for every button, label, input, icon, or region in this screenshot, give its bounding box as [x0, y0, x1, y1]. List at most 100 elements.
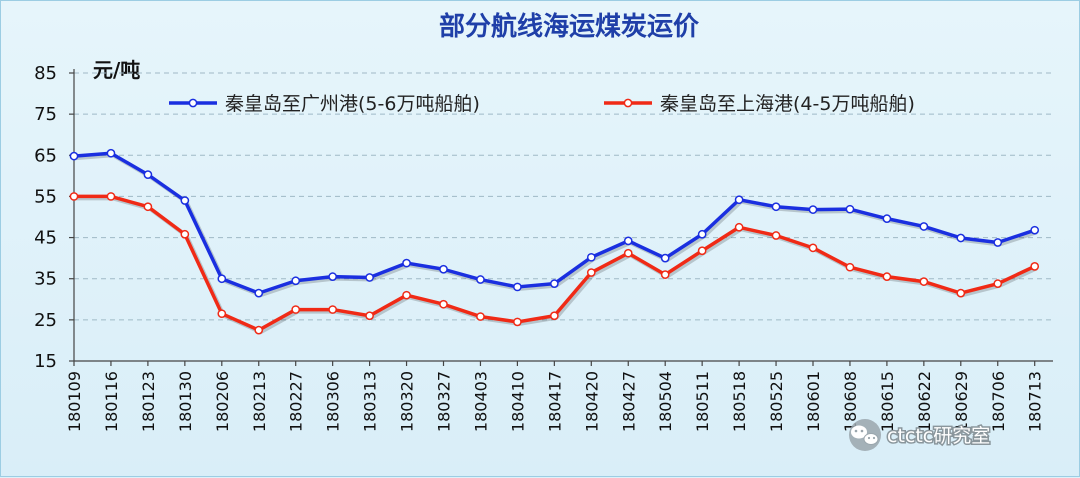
x-tick-label: 180227 — [287, 371, 306, 432]
y-tick-label: 85 — [34, 63, 57, 84]
data-point — [513, 317, 522, 327]
watermark-text: ctctc研究室 — [887, 425, 990, 447]
x-tick-label: 180601 — [804, 371, 823, 432]
chart-title: 部分航线海运煤炭运价 — [439, 11, 700, 42]
data-point — [993, 238, 1003, 247]
wechat-icon — [849, 419, 881, 451]
data-point — [697, 229, 707, 239]
data-point — [69, 192, 79, 201]
data-point — [1030, 225, 1040, 235]
x-tick-label: 180622 — [915, 371, 934, 432]
data-point — [402, 290, 411, 300]
y-tick-label: 25 — [34, 310, 57, 331]
series-lines — [69, 148, 1040, 335]
data-point — [217, 274, 227, 284]
data-point — [697, 246, 707, 256]
data-point — [660, 270, 670, 279]
x-tick-label: 180320 — [398, 371, 417, 432]
y-tick-label: 65 — [34, 145, 57, 166]
data-point — [476, 312, 485, 321]
data-point — [993, 279, 1003, 289]
watermark: ctctc研究室 — [849, 419, 992, 451]
data-point — [734, 195, 744, 205]
x-tick-label: 180109 — [65, 371, 84, 432]
x-tick-label: 180615 — [878, 371, 897, 432]
x-tick-label: 180206 — [213, 371, 232, 432]
legend: 秦皇岛至广州港(5-6万吨船舶) 秦皇岛至上海港(4-5万吨船舶) — [169, 93, 915, 115]
data-point — [365, 311, 374, 321]
legend-swatch-marker — [623, 98, 633, 108]
data-point — [106, 148, 116, 158]
data-point — [623, 248, 633, 258]
x-tick-label: 180511 — [693, 371, 712, 432]
series-line-1 — [73, 151, 1036, 295]
legend-item-1: 秦皇岛至广州港(5-6万吨船舶) — [169, 93, 480, 115]
y-axis-unit-label: 元/吨 — [93, 58, 140, 82]
data-point — [328, 305, 337, 314]
x-tick-label: 180123 — [139, 371, 158, 432]
data-point — [328, 272, 337, 282]
data-point — [476, 275, 485, 284]
legend-swatch-marker — [188, 98, 198, 108]
data-point — [550, 311, 559, 321]
data-point — [586, 252, 596, 262]
data-point — [808, 205, 818, 214]
x-tick-label: 180420 — [582, 371, 601, 432]
y-tick-label: 15 — [34, 351, 57, 372]
x-tick-label: 180116 — [102, 371, 121, 432]
y-tick-label: 45 — [34, 228, 57, 249]
legend-label: 秦皇岛至上海港(4-5万吨船舶) — [660, 93, 915, 115]
data-point — [882, 214, 892, 223]
x-tick-label: 180706 — [989, 371, 1008, 432]
data-point — [69, 151, 79, 161]
x-tick-label: 180713 — [1026, 371, 1045, 432]
x-tick-label: 180327 — [435, 371, 454, 432]
data-point — [808, 243, 818, 253]
y-axis-ticks: 15 25 35 45 55 65 75 85 — [34, 63, 57, 372]
data-point — [217, 309, 227, 319]
y-tick-label: 35 — [34, 269, 57, 290]
x-tick-label: 180629 — [952, 371, 971, 432]
data-point — [254, 325, 264, 335]
data-point — [439, 264, 448, 274]
x-tick-label: 180504 — [656, 371, 675, 432]
x-tick-label: 180608 — [841, 371, 860, 432]
data-point — [845, 204, 855, 214]
data-point — [106, 192, 116, 201]
data-point — [919, 222, 929, 231]
data-point — [143, 170, 153, 179]
data-point — [919, 277, 929, 286]
x-axis-ticks: 180109 180116 180123 180130 180206 180213 1802… — [65, 371, 1045, 432]
x-tick-label: 180130 — [176, 371, 195, 432]
data-point — [1030, 262, 1040, 271]
data-point — [882, 272, 892, 282]
data-point — [956, 233, 966, 243]
data-point — [550, 279, 559, 289]
data-point — [402, 258, 411, 268]
data-point — [845, 262, 855, 272]
data-point — [180, 229, 190, 239]
x-tick-label: 180306 — [324, 371, 343, 432]
data-point — [254, 288, 264, 298]
x-tick-label: 180410 — [508, 371, 527, 432]
data-point — [771, 202, 781, 212]
y-tick-label: 75 — [34, 104, 57, 125]
data-point — [660, 253, 670, 263]
data-point — [439, 299, 448, 309]
data-point — [586, 268, 596, 277]
x-tick-label: 180518 — [730, 371, 749, 432]
y-tick-label: 55 — [34, 186, 57, 207]
data-point — [771, 231, 781, 240]
x-tick-label: 180417 — [545, 371, 564, 432]
x-tick-label: 180213 — [250, 371, 269, 432]
x-tick-label: 180313 — [361, 371, 380, 432]
data-point — [513, 282, 522, 292]
data-point — [291, 305, 301, 314]
x-tick-label: 180403 — [471, 371, 490, 432]
data-point — [180, 196, 190, 205]
data-point — [956, 288, 966, 298]
data-point — [623, 236, 633, 246]
data-point — [143, 202, 153, 212]
